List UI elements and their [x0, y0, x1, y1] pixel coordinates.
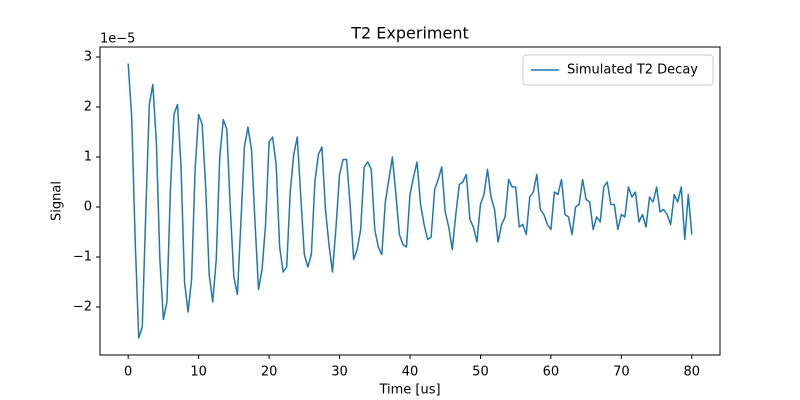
- y-tick-label: −1: [73, 250, 92, 265]
- y-tick-label: 3: [84, 50, 92, 65]
- y-tick-label: 0: [84, 200, 92, 215]
- x-tick-label: 70: [613, 365, 630, 380]
- y-tick-label: −2: [73, 300, 92, 315]
- axes-frame: [99, 46, 721, 356]
- chart-title: T2 Experiment: [350, 24, 468, 43]
- y-offset-label: 1e−5: [100, 32, 135, 47]
- x-tick-label: 50: [472, 365, 489, 380]
- legend-box: [522, 54, 714, 86]
- y-tick-label: 2: [84, 100, 92, 115]
- x-tick-label: 60: [543, 365, 560, 380]
- x-tick-label: 30: [331, 365, 348, 380]
- y-tick-label: 1: [84, 150, 92, 165]
- x-tick-label: 40: [402, 365, 419, 380]
- y-axis-label: Signal: [50, 181, 65, 221]
- x-tick-label: 20: [261, 365, 278, 380]
- x-tick-label: 10: [190, 365, 207, 380]
- data-line: [127, 63, 693, 339]
- x-tick-label: 0: [124, 365, 132, 380]
- x-tick-label: 80: [684, 365, 701, 380]
- x-axis-label: Time [us]: [378, 383, 440, 398]
- legend-label: Simulated T2 Decay: [567, 63, 698, 78]
